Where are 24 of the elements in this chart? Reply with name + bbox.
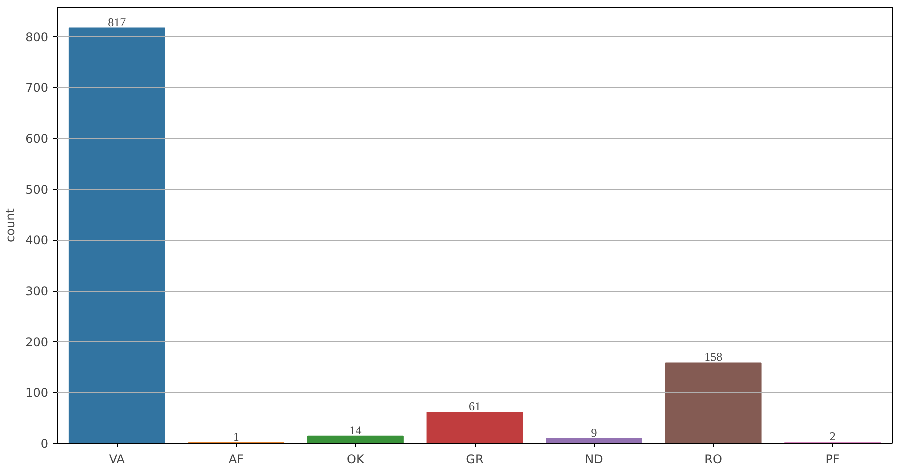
x-tick-label: OK — [347, 452, 366, 466]
y-tick-label: 200 — [26, 335, 48, 350]
y-tick-label: 300 — [26, 284, 48, 299]
y-tick-label: 500 — [26, 182, 48, 197]
y-tick-label: 700 — [26, 81, 48, 96]
y-tick-label: 800 — [26, 30, 48, 44]
data-label: 9 — [591, 426, 598, 440]
y-tick-label: 0 — [40, 437, 49, 451]
data-label: 1 — [233, 430, 240, 444]
x-tick-label: GR — [466, 452, 484, 466]
data-label: 817 — [108, 15, 126, 30]
y-tick-label: 600 — [26, 132, 48, 146]
y-axis-title: count — [4, 208, 18, 242]
x-tick-label: PF — [826, 452, 840, 466]
x-tick-label: RO — [704, 452, 722, 466]
x-tick-label: ND — [585, 452, 604, 466]
data-label: 2 — [830, 429, 836, 444]
data-label: 14 — [350, 423, 362, 438]
data-label: 158 — [704, 350, 723, 364]
data-label: 61 — [469, 399, 481, 414]
y-tick-label: 100 — [26, 386, 48, 400]
x-tick-label: AF — [228, 452, 244, 466]
x-tick-label: VA — [109, 452, 126, 466]
y-tick-label: 400 — [26, 234, 48, 248]
